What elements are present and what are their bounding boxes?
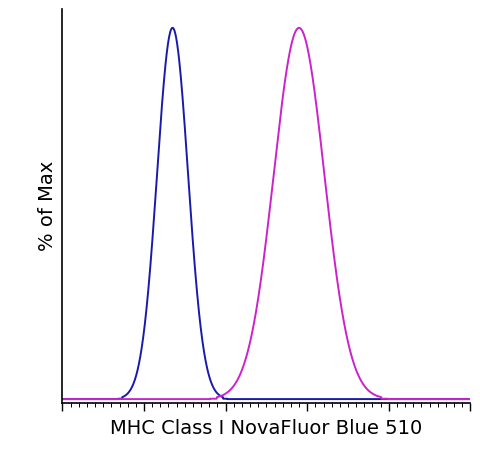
X-axis label: MHC Class I NovaFluor Blue 510: MHC Class I NovaFluor Blue 510 [110, 419, 422, 438]
Y-axis label: % of Max: % of Max [38, 161, 57, 251]
